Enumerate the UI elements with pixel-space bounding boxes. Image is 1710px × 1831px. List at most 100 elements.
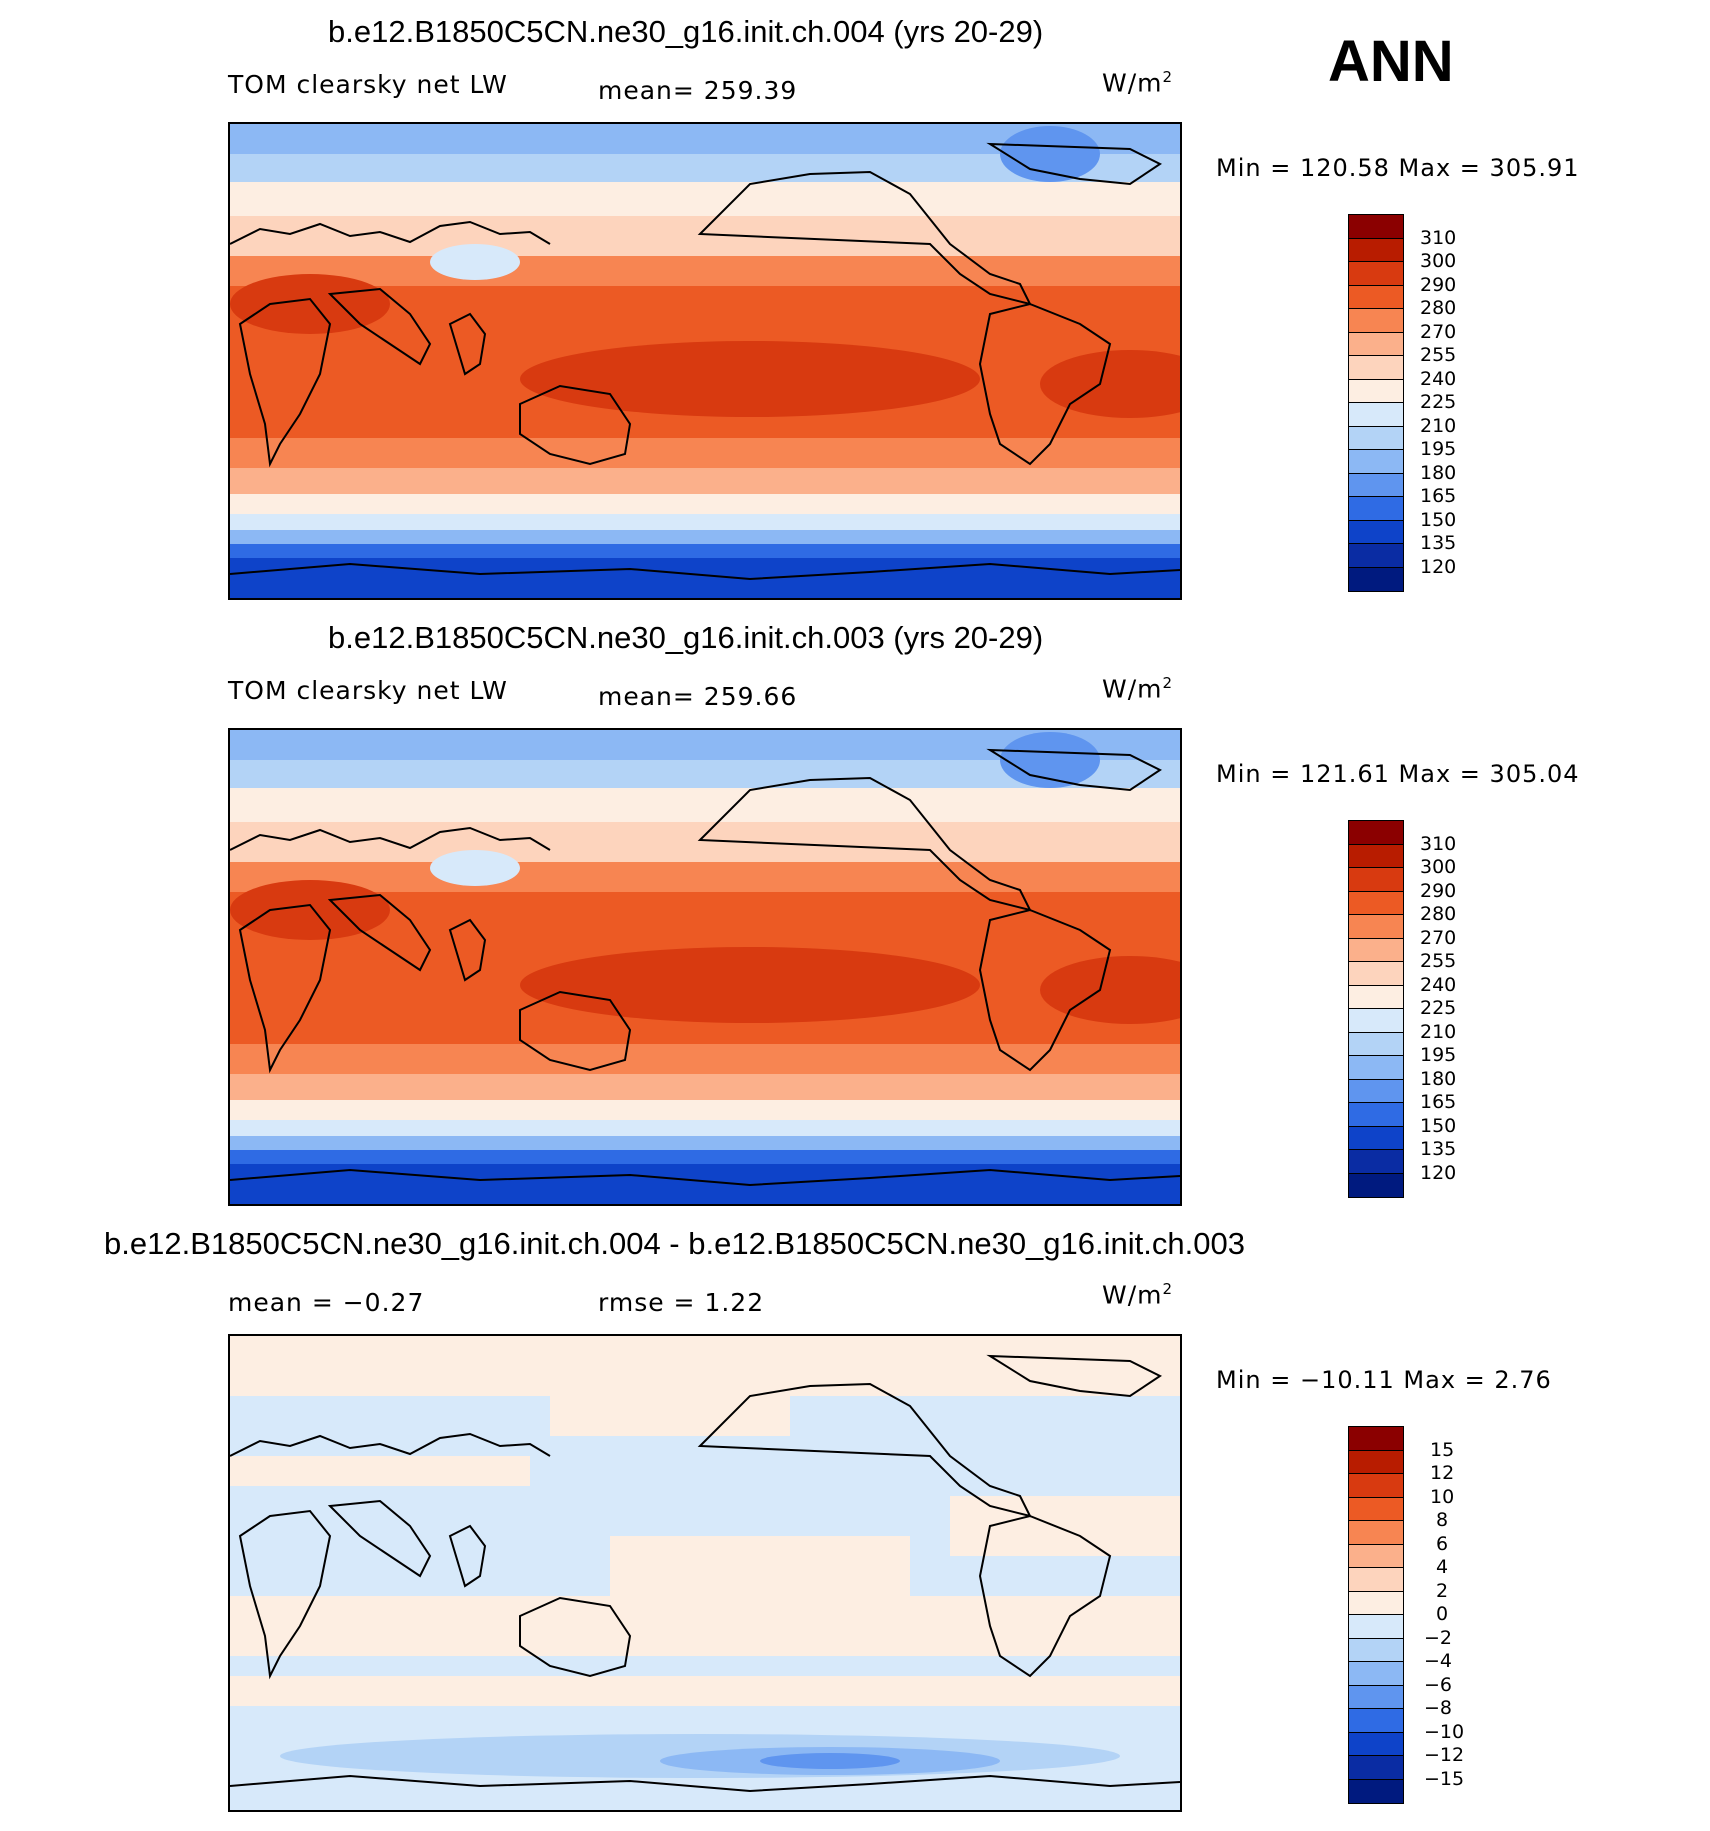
panel-3-map bbox=[228, 1334, 1182, 1812]
colorbar-tick-label: 255 bbox=[1420, 950, 1457, 972]
colorbar-box bbox=[1349, 356, 1403, 380]
colorbar-box bbox=[1349, 1427, 1403, 1451]
colorbar-tick-label: 10 bbox=[1430, 1486, 1455, 1508]
colorbar-tick-label: 280 bbox=[1420, 903, 1457, 925]
colorbar-box bbox=[1349, 403, 1403, 427]
panel-3-mean-label: mean = −0.27 bbox=[228, 1288, 425, 1317]
colorbar-tick-label: 290 bbox=[1420, 274, 1457, 296]
panel-1-mean-label: mean= 259.39 bbox=[598, 76, 798, 105]
colorbar-box bbox=[1349, 1150, 1403, 1174]
panel-2-variable-label: TOM clearsky net LW bbox=[228, 676, 508, 705]
colorbar-box bbox=[1349, 915, 1403, 939]
colorbar-tick-label: 240 bbox=[1420, 974, 1457, 996]
colorbar-box bbox=[1349, 1521, 1403, 1545]
colorbar-box bbox=[1349, 544, 1403, 568]
colorbar-tick-label: 180 bbox=[1420, 1068, 1457, 1090]
panel-2-colorbar bbox=[1348, 820, 1404, 1198]
colorbar-box bbox=[1349, 473, 1403, 497]
season-label: ANN bbox=[1328, 29, 1454, 94]
colorbar-box bbox=[1349, 450, 1403, 474]
colorbar-tick-label: 310 bbox=[1420, 833, 1457, 855]
colorbar-tick-label: 255 bbox=[1420, 344, 1457, 366]
colorbar-box bbox=[1349, 1474, 1403, 1498]
colorbar-box bbox=[1349, 1779, 1403, 1803]
colorbar-tick-label: 0 bbox=[1436, 1603, 1449, 1625]
colorbar-box bbox=[1349, 962, 1403, 986]
colorbar-box bbox=[1349, 1497, 1403, 1521]
colorbar-tick-label: 210 bbox=[1420, 1021, 1457, 1043]
colorbar-box bbox=[1349, 332, 1403, 356]
panel-1-minmax: Min = 120.58 Max = 305.91 bbox=[1216, 154, 1580, 182]
colorbar-box bbox=[1349, 1103, 1403, 1127]
colorbar-box bbox=[1349, 1126, 1403, 1150]
colorbar-tick-label: 300 bbox=[1420, 856, 1457, 878]
colorbar-tick-label: 150 bbox=[1420, 509, 1457, 531]
colorbar-box bbox=[1349, 520, 1403, 544]
colorbar-box bbox=[1349, 1662, 1403, 1686]
colorbar-tick-label: 195 bbox=[1420, 438, 1457, 460]
colorbar-tick-label: 225 bbox=[1420, 391, 1457, 413]
panel-1-map bbox=[228, 122, 1182, 600]
colorbar-tick-label: 150 bbox=[1420, 1115, 1457, 1137]
panel-1-variable-label: TOM clearsky net LW bbox=[228, 70, 508, 99]
colorbar-tick-label: 240 bbox=[1420, 368, 1457, 390]
colorbar-tick-label: 225 bbox=[1420, 997, 1457, 1019]
colorbar-tick-label: 15 bbox=[1430, 1439, 1455, 1461]
colorbar-tick-label: −4 bbox=[1424, 1650, 1453, 1672]
colorbar-tick-label: 12 bbox=[1430, 1462, 1455, 1484]
colorbar-tick-label: −10 bbox=[1424, 1721, 1465, 1743]
panel-3-rmse-label: rmse = 1.22 bbox=[598, 1288, 765, 1317]
colorbar-tick-label: −2 bbox=[1424, 1627, 1453, 1649]
colorbar-tick-label: 165 bbox=[1420, 485, 1457, 507]
colorbar-tick-label: 6 bbox=[1436, 1533, 1449, 1555]
colorbar-box bbox=[1349, 868, 1403, 892]
colorbar-tick-label: −12 bbox=[1424, 1744, 1465, 1766]
colorbar-box bbox=[1349, 844, 1403, 868]
colorbar-box bbox=[1349, 262, 1403, 286]
colorbar-box bbox=[1349, 379, 1403, 403]
colorbar-box bbox=[1349, 1032, 1403, 1056]
colorbar-tick-label: 300 bbox=[1420, 250, 1457, 272]
colorbar-tick-label: 270 bbox=[1420, 927, 1457, 949]
colorbar-tick-label: 135 bbox=[1420, 1138, 1457, 1160]
colorbar-box bbox=[1349, 285, 1403, 309]
colorbar-tick-label: 180 bbox=[1420, 462, 1457, 484]
colorbar-tick-label: −15 bbox=[1424, 1768, 1465, 1790]
colorbar-box bbox=[1349, 215, 1403, 239]
colorbar-tick-label: 165 bbox=[1420, 1091, 1457, 1113]
colorbar-box bbox=[1349, 1173, 1403, 1197]
colorbar-box bbox=[1349, 1056, 1403, 1080]
colorbar-box bbox=[1349, 238, 1403, 262]
colorbar-tick-label: 195 bbox=[1420, 1044, 1457, 1066]
colorbar-tick-label: 120 bbox=[1420, 556, 1457, 578]
colorbar-tick-label: 4 bbox=[1436, 1556, 1449, 1578]
colorbar-tick-label: −8 bbox=[1424, 1697, 1453, 1719]
panel-3-title: b.e12.B1850C5CN.ne30_g16.init.ch.004 - b… bbox=[104, 1226, 1245, 1261]
colorbar-box bbox=[1349, 1450, 1403, 1474]
panel-1-units: W/m2 bbox=[1102, 68, 1174, 98]
colorbar-box bbox=[1349, 1732, 1403, 1756]
colorbar-tick-label: 290 bbox=[1420, 880, 1457, 902]
colorbar-box bbox=[1349, 1615, 1403, 1639]
colorbar-box bbox=[1349, 938, 1403, 962]
colorbar-box bbox=[1349, 309, 1403, 333]
colorbar-box bbox=[1349, 1591, 1403, 1615]
colorbar-box bbox=[1349, 567, 1403, 591]
colorbar-tick-label: 280 bbox=[1420, 297, 1457, 319]
panel-2-minmax: Min = 121.61 Max = 305.04 bbox=[1216, 760, 1580, 788]
colorbar-box bbox=[1349, 1568, 1403, 1592]
colorbar-box bbox=[1349, 1709, 1403, 1733]
colorbar-tick-label: −6 bbox=[1424, 1674, 1453, 1696]
colorbar-box bbox=[1349, 985, 1403, 1009]
colorbar-tick-label: 310 bbox=[1420, 227, 1457, 249]
colorbar-box bbox=[1349, 1685, 1403, 1709]
panel-1-colorbar bbox=[1348, 214, 1404, 592]
colorbar-box bbox=[1349, 1756, 1403, 1780]
colorbar-tick-label: 8 bbox=[1436, 1509, 1449, 1531]
colorbar-box bbox=[1349, 891, 1403, 915]
panel-2-mean-label: mean= 259.66 bbox=[598, 682, 798, 711]
colorbar-box bbox=[1349, 1079, 1403, 1103]
colorbar-tick-label: 135 bbox=[1420, 532, 1457, 554]
colorbar-box bbox=[1349, 821, 1403, 845]
panel-2-title: b.e12.B1850C5CN.ne30_g16.init.ch.003 (yr… bbox=[328, 620, 1044, 655]
